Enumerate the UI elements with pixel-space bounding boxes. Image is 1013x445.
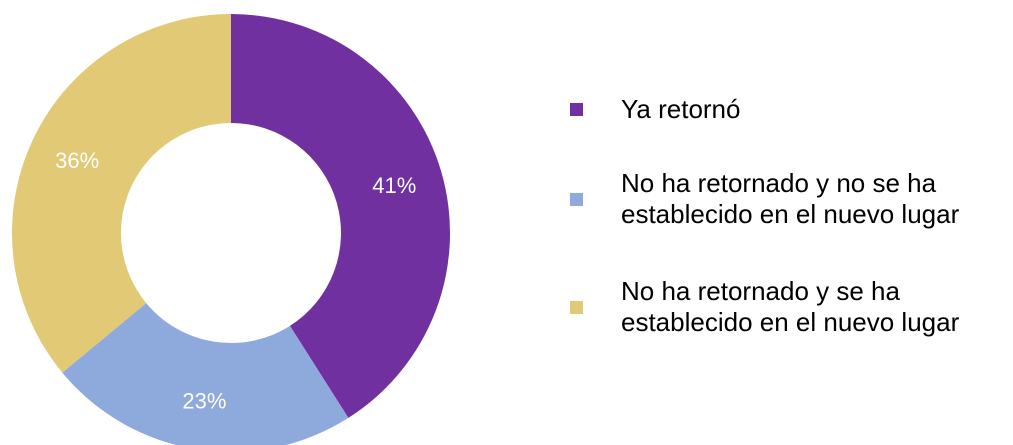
legend-item-ya-retorno: Ya retornó xyxy=(570,94,1013,125)
legend-label-no-retornado-establecido: No ha retornado y se ha establecido en e… xyxy=(621,276,960,337)
slice-label-no-retornado-establecido: 36% xyxy=(55,148,99,173)
legend-label-ya-retorno: Ya retornó xyxy=(621,94,741,124)
slice-no-retornado-no-establecido xyxy=(62,303,349,445)
legend-swatch-no-retornado-no-establecido xyxy=(570,192,583,206)
donut-plot: 41% 23% 36% xyxy=(12,14,450,445)
slice-ya-retorno xyxy=(231,14,450,418)
slice-labels-group: 41% 23% 36% xyxy=(55,148,416,413)
slice-label-ya-retorno: 41% xyxy=(372,173,416,198)
slice-no-retornado-establecido xyxy=(12,14,232,373)
legend-label-no-retornado-no-establecido: No ha retornado y no se ha establecido e… xyxy=(621,168,960,229)
legend-item-no-retornado-no-establecido: No ha retornado y no se ha establecido e… xyxy=(570,168,1013,230)
legend-swatch-no-retornado-establecido xyxy=(570,300,583,314)
slice-label-no-retornado-no-establecido: 23% xyxy=(182,388,226,413)
slices-group xyxy=(12,14,450,445)
legend-item-no-retornado-establecido: No ha retornado y se ha establecido en e… xyxy=(570,276,1013,338)
legend-swatch-ya-retorno xyxy=(570,103,583,116)
